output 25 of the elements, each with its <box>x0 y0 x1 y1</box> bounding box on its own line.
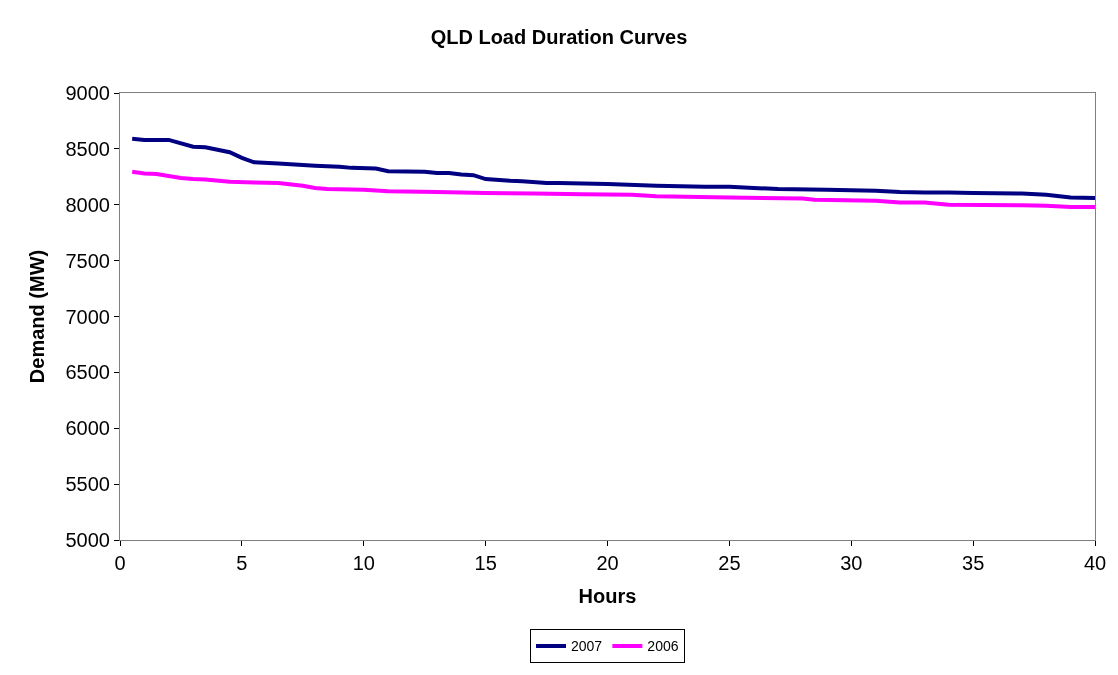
x-axis-title: Hours <box>578 584 637 607</box>
line-series <box>130 136 1095 201</box>
x-tick-label: 10 <box>352 552 375 574</box>
x-tick-label: 5 <box>236 552 248 574</box>
y-tick-label: 5500 <box>65 473 110 496</box>
y-tick-label: 8500 <box>65 137 110 160</box>
y-tick-label: 6000 <box>65 417 110 440</box>
y-tick-label: 5000 <box>65 529 110 551</box>
line-series <box>130 169 1095 209</box>
legend-label: 2007 <box>571 638 603 655</box>
x-tick-label: 15 <box>474 552 497 574</box>
x-tick-label: 40 <box>1083 552 1107 574</box>
y-tick-label: 7500 <box>65 249 110 272</box>
y-tick-label: 6500 <box>65 361 110 384</box>
x-tick-label: 0 <box>114 552 126 574</box>
x-tick-label: 25 <box>718 552 741 574</box>
x-tick-label: 20 <box>596 552 619 574</box>
y-axis-title: Demand (MW) <box>26 249 48 384</box>
chart-title: QLD Load Duration Curves <box>430 26 688 49</box>
x-tick-label: 35 <box>962 552 985 574</box>
legend-label: 2006 <box>647 638 679 655</box>
y-tick-label: 8000 <box>65 193 110 216</box>
y-tick-label: 7000 <box>65 305 110 328</box>
x-tick-label: 30 <box>840 552 863 574</box>
y-tick-label: 9000 <box>65 82 110 104</box>
